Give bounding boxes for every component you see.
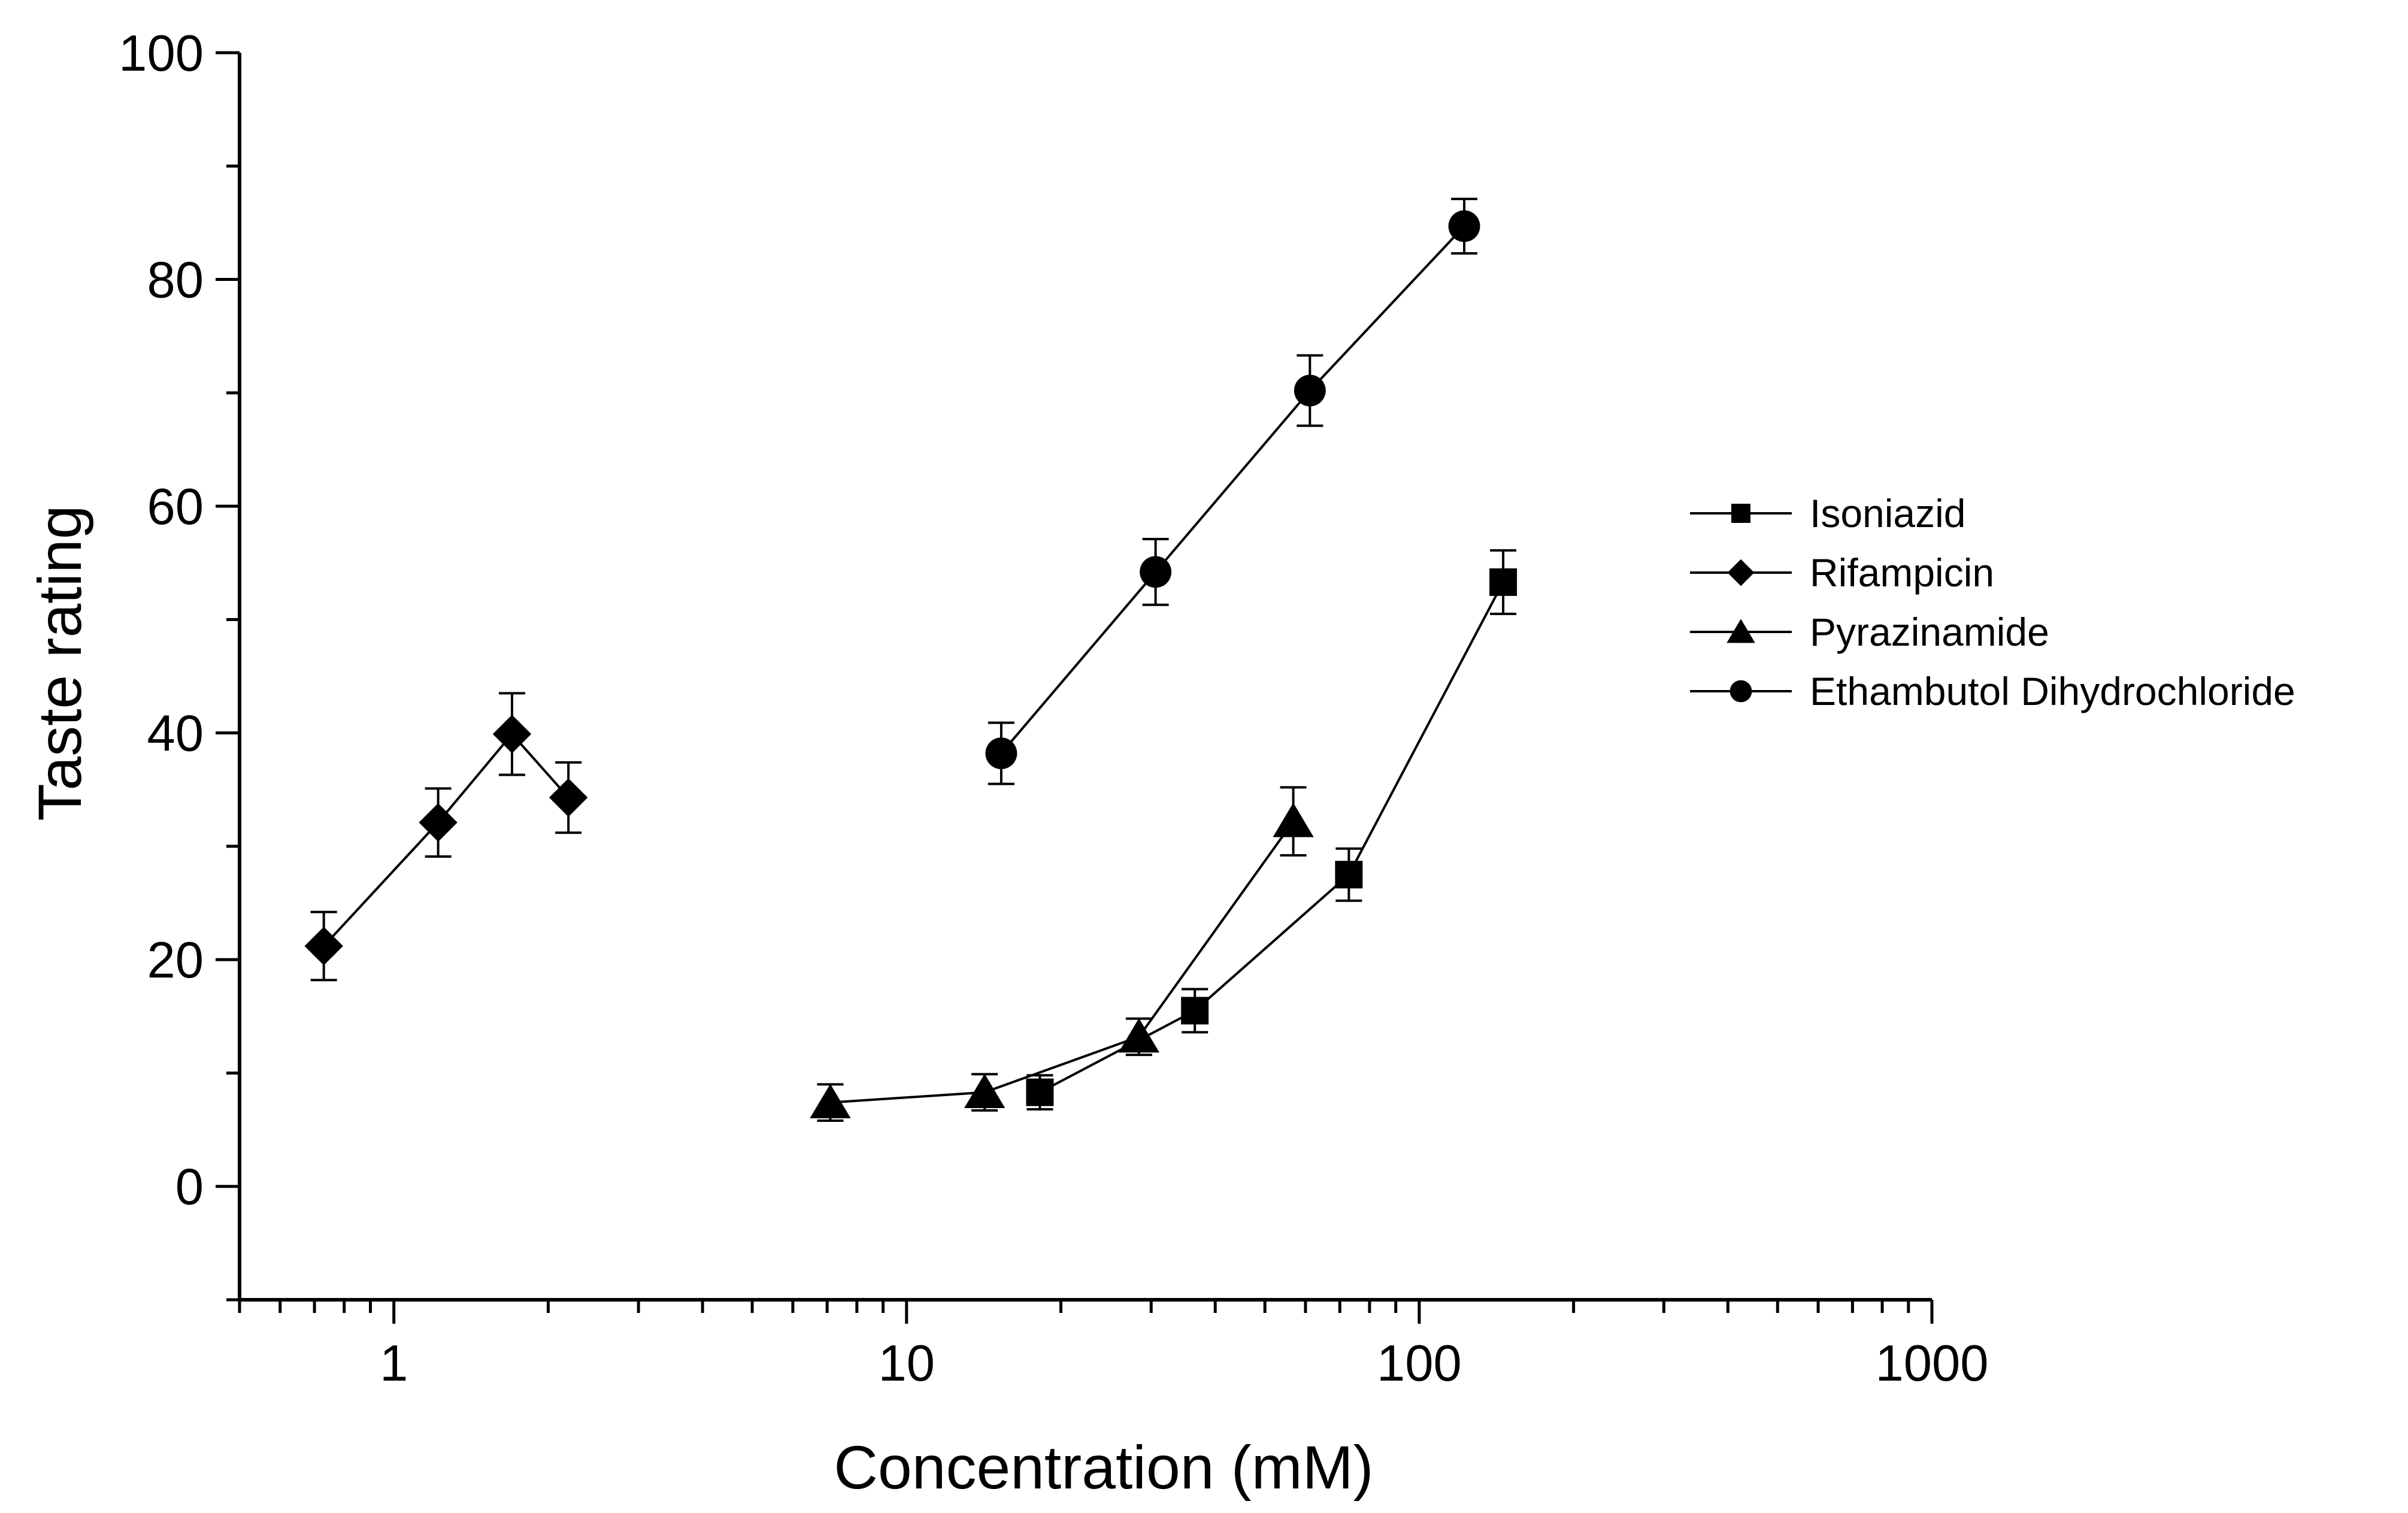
x-tick-label: 1 (380, 1335, 408, 1392)
pyrazinamide-point (1118, 1018, 1160, 1053)
y-axis-title: Taste rating (26, 505, 94, 821)
x-tick-label: 1000 (1875, 1335, 1988, 1392)
axes: 0 20 40 60 80 100 1 10 100 1000 (119, 25, 1988, 1392)
legend: Isoniazid Rifampicin Pyrazinamide Ethambuto… (1690, 491, 2295, 713)
isoniazid-point (1026, 1078, 1054, 1106)
legend-label-isoniazid: Isoniazid (1810, 491, 1966, 535)
ethambutol-dihydrochloride-line (1000, 225, 1465, 755)
y-tick-label: 40 (147, 706, 204, 762)
rifampicin-line (323, 732, 570, 947)
isoniazid-point (1335, 861, 1363, 889)
ethambutol-dihydrochloride-point (985, 737, 1017, 770)
legend-label-rifampicin: Rifampicin (1810, 550, 1994, 595)
pyrazinamide-point (810, 1084, 851, 1119)
x-tick-label: 100 (1377, 1335, 1462, 1392)
rifampicin-point (304, 927, 343, 966)
legend-marker-ethambutol-dihydrochloride (1729, 680, 1752, 703)
x-axis-title: Concentration (mM) (834, 1433, 1373, 1502)
legend-label-pyrazinamide: Pyrazinamide (1810, 610, 2049, 654)
legend-marker-rifampicin (1727, 559, 1755, 586)
legend-marker-isoniazid (1731, 504, 1750, 523)
y-tick-label: 80 (147, 252, 204, 309)
rifampicin-point (419, 803, 458, 842)
pyrazinamide-point (1273, 803, 1314, 837)
ethambutol-dihydrochloride-point (1294, 374, 1326, 407)
legend-label-ethambutol-dihydrochloride: Ethambutol Dihydrochloride (1810, 669, 2295, 713)
plot-marks (304, 198, 1518, 1122)
y-tick-label: 20 (147, 932, 204, 989)
pyrazinamide-line (830, 821, 1295, 1104)
legend-marker-pyrazinamide (1727, 619, 1755, 643)
ethambutol-dihydrochloride-point (1448, 210, 1480, 243)
rifampicin-point (492, 715, 532, 754)
y-tick-label: 100 (119, 25, 204, 82)
isoniazid-point (1489, 568, 1518, 596)
ethambutol-dihydrochloride-point (1140, 556, 1172, 588)
isoniazid-line (1039, 581, 1504, 1094)
x-tick-label: 10 (879, 1335, 935, 1392)
pyrazinamide-point (964, 1073, 1005, 1109)
rifampicin-point (549, 778, 588, 817)
isoniazid-point (1181, 997, 1209, 1025)
y-tick-label: 60 (147, 479, 204, 535)
y-tick-label: 0 (175, 1159, 204, 1216)
